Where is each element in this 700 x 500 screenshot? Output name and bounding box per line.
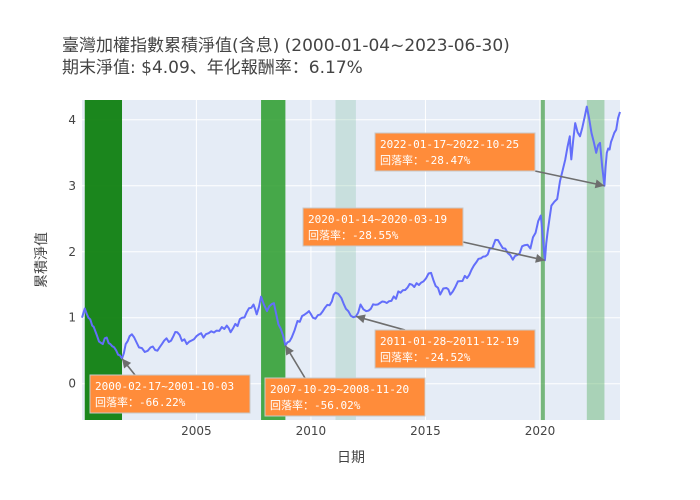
- annotation-arrow: [534, 170, 605, 187]
- y-axis-title: 累積淨值: [34, 232, 50, 288]
- annotation-box: [264, 377, 426, 417]
- annotation-period: 2000-02-17~2001-10-03: [95, 380, 234, 393]
- annotation-drawdown: 回落率：-66.22%: [95, 395, 186, 409]
- x-tick-label: 2020: [525, 424, 556, 438]
- x-axis-title: 日期: [337, 450, 365, 466]
- annotation-arrowhead: [122, 358, 132, 369]
- axis-ticks: 0 1 2 3 4 2005 2010 2015 2020: [68, 113, 555, 438]
- series-line: [81, 105, 621, 360]
- annotation-box: [374, 329, 536, 369]
- annotations-layer: 2000-02-17~2001-10-03 回落率：-66.22% 2007-10-…: [89, 132, 605, 417]
- y-tick-label: 3: [68, 179, 76, 193]
- y-tick-label: 0: [68, 377, 76, 391]
- x-tick-label: 2015: [410, 424, 441, 438]
- annotation-box: [302, 207, 464, 247]
- annotation-period: 2022-01-17~2022-10-25: [380, 138, 519, 151]
- annotation-drawdown: 回落率：-28.55%: [308, 228, 399, 242]
- annotation-drawdown: 回落率：-56.02%: [270, 398, 361, 412]
- y-tick-label: 4: [68, 113, 76, 127]
- y-tick-label: 1: [68, 311, 76, 325]
- annotation-box: [89, 374, 251, 414]
- series-layer: [81, 105, 621, 360]
- annotation-arrowhead: [285, 345, 294, 356]
- annotation-arrowhead: [535, 253, 545, 263]
- annotation-arrowhead: [594, 179, 605, 189]
- annotation-drawdown: 回落率：-24.52%: [380, 350, 471, 364]
- annotation-period: 2007-10-29~2008-11-20: [270, 383, 409, 396]
- chart-title: 臺灣加權指數累積淨值(含息) (2000-01-04~2023-06-30) 期…: [62, 35, 510, 79]
- drawdown-band: [261, 100, 286, 420]
- drawdown-band: [586, 100, 605, 420]
- x-tick-label: 2010: [296, 424, 327, 438]
- annotation-drawdown: 回落率：-28.47%: [380, 153, 471, 167]
- drawdown-band: [84, 100, 123, 420]
- chart-subtitle: 期末淨值: $4.09、年化報酬率：6.17%: [62, 58, 363, 78]
- annotation-arrowhead: [355, 314, 366, 324]
- x-tick-label: 2005: [181, 424, 212, 438]
- annotation-arrow: [462, 241, 546, 262]
- annotation-period: 2011-01-28~2011-12-19: [380, 335, 519, 348]
- chart-title-main: 臺灣加權指數累積淨值(含息) (2000-01-04~2023-06-30): [62, 36, 510, 56]
- y-tick-label: 2: [68, 245, 76, 259]
- annotation-period: 2020-01-14~2020-03-19: [308, 213, 447, 226]
- drawdown-band: [335, 100, 356, 420]
- annotation-box: [374, 132, 536, 172]
